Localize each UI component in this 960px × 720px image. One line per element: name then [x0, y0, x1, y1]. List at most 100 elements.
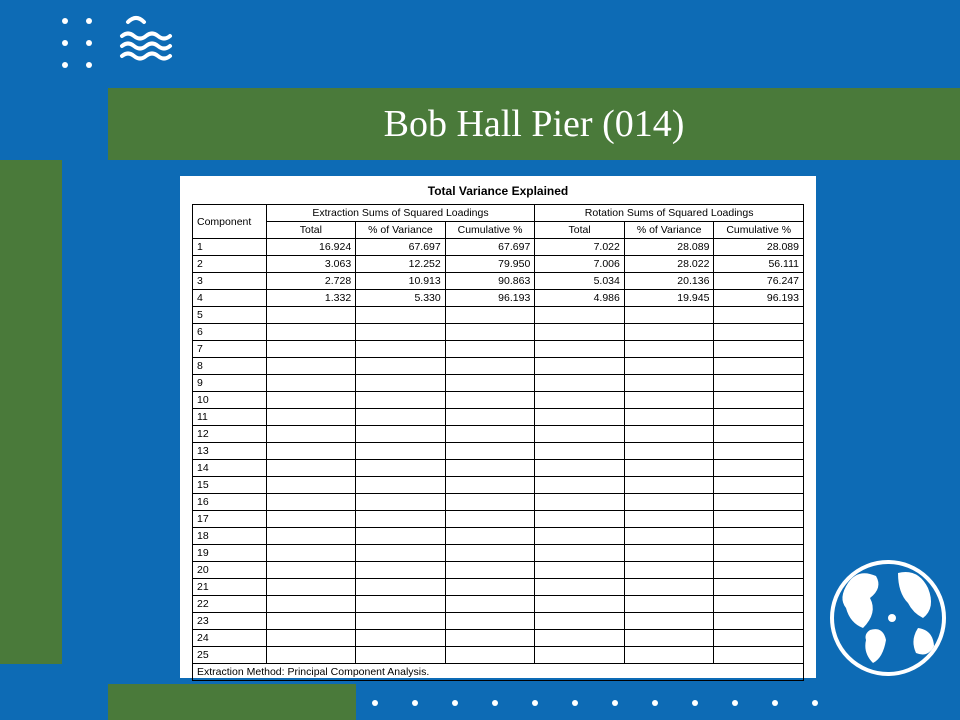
cell-value — [356, 528, 446, 545]
group-extraction: Extraction Sums of Squared Loadings — [266, 205, 535, 222]
cell-value — [624, 494, 714, 511]
cell-value — [266, 579, 356, 596]
cell-value — [535, 596, 625, 613]
cell-value — [356, 460, 446, 477]
cell-component: 24 — [193, 630, 267, 647]
cell-value — [445, 375, 535, 392]
cell-value — [445, 307, 535, 324]
cell-component: 13 — [193, 443, 267, 460]
cell-component: 21 — [193, 579, 267, 596]
col-r-cum: Cumulative % — [714, 222, 804, 239]
dot — [412, 700, 418, 706]
cell-value — [445, 341, 535, 358]
cell-value — [624, 358, 714, 375]
table-row: 7 — [193, 341, 804, 358]
cell-value: 12.252 — [356, 256, 446, 273]
bottom-dots — [372, 700, 818, 706]
cell-value: 90.863 — [445, 273, 535, 290]
cell-value: 76.247 — [714, 273, 804, 290]
cell-value — [356, 545, 446, 562]
table-row: 17 — [193, 511, 804, 528]
cell-value — [356, 307, 446, 324]
table-row: 8 — [193, 358, 804, 375]
cell-value — [535, 341, 625, 358]
cell-value — [356, 494, 446, 511]
cell-value — [445, 511, 535, 528]
cell-value — [266, 477, 356, 494]
cell-value — [624, 562, 714, 579]
cell-component: 19 — [193, 545, 267, 562]
cell-value — [624, 511, 714, 528]
table-row: 12 — [193, 426, 804, 443]
dot — [372, 700, 378, 706]
table-row: 13 — [193, 443, 804, 460]
dot — [572, 700, 578, 706]
cell-value: 5.330 — [356, 290, 446, 307]
cell-value: 10.913 — [356, 273, 446, 290]
cell-value — [266, 460, 356, 477]
cell-value — [445, 596, 535, 613]
cell-value — [356, 324, 446, 341]
cell-value — [535, 494, 625, 511]
cell-value — [445, 630, 535, 647]
cell-value — [714, 647, 804, 664]
cell-value — [266, 392, 356, 409]
table-row: 23.06312.25279.9507.00628.02256.111 — [193, 256, 804, 273]
cell-component: 14 — [193, 460, 267, 477]
table-row: 9 — [193, 375, 804, 392]
cell-value — [624, 630, 714, 647]
cell-value — [356, 341, 446, 358]
cell-value — [714, 426, 804, 443]
cell-value: 1.332 — [266, 290, 356, 307]
cell-value: 7.022 — [535, 239, 625, 256]
cell-value — [445, 392, 535, 409]
cell-value — [445, 494, 535, 511]
cell-value — [535, 409, 625, 426]
col-r-var: % of Variance — [624, 222, 714, 239]
cell-value — [535, 426, 625, 443]
cell-value — [445, 426, 535, 443]
table-row: 10 — [193, 392, 804, 409]
cell-value — [356, 511, 446, 528]
cell-value — [356, 579, 446, 596]
cell-value — [624, 341, 714, 358]
cell-value — [356, 426, 446, 443]
cell-value — [266, 545, 356, 562]
variance-table: Component Extraction Sums of Squared Loa… — [192, 204, 804, 664]
cell-value — [535, 579, 625, 596]
cell-value — [714, 528, 804, 545]
table-row: 21 — [193, 579, 804, 596]
cell-component: 4 — [193, 290, 267, 307]
cell-value: 28.089 — [714, 239, 804, 256]
cell-component: 8 — [193, 358, 267, 375]
cell-value — [266, 341, 356, 358]
cell-value — [714, 630, 804, 647]
dot — [612, 700, 618, 706]
table-row: 14 — [193, 460, 804, 477]
dot — [732, 700, 738, 706]
cell-value — [266, 409, 356, 426]
cell-value — [624, 528, 714, 545]
cell-value: 67.697 — [445, 239, 535, 256]
cell-value — [535, 324, 625, 341]
dot — [452, 700, 458, 706]
cell-value — [356, 477, 446, 494]
cell-value — [445, 545, 535, 562]
cell-value: 7.006 — [535, 256, 625, 273]
dot — [692, 700, 698, 706]
cell-value — [535, 613, 625, 630]
cell-value: 79.950 — [445, 256, 535, 273]
cell-value — [445, 562, 535, 579]
cell-value: 56.111 — [714, 256, 804, 273]
table-row: 25 — [193, 647, 804, 664]
cell-value — [624, 324, 714, 341]
table-row: 5 — [193, 307, 804, 324]
cell-component: 20 — [193, 562, 267, 579]
cell-value — [624, 477, 714, 494]
cell-value — [535, 443, 625, 460]
cell-value: 96.193 — [445, 290, 535, 307]
cell-value — [266, 647, 356, 664]
slide-title: Bob Hall Pier (014) — [384, 102, 685, 146]
cell-value — [445, 477, 535, 494]
cell-component: 12 — [193, 426, 267, 443]
